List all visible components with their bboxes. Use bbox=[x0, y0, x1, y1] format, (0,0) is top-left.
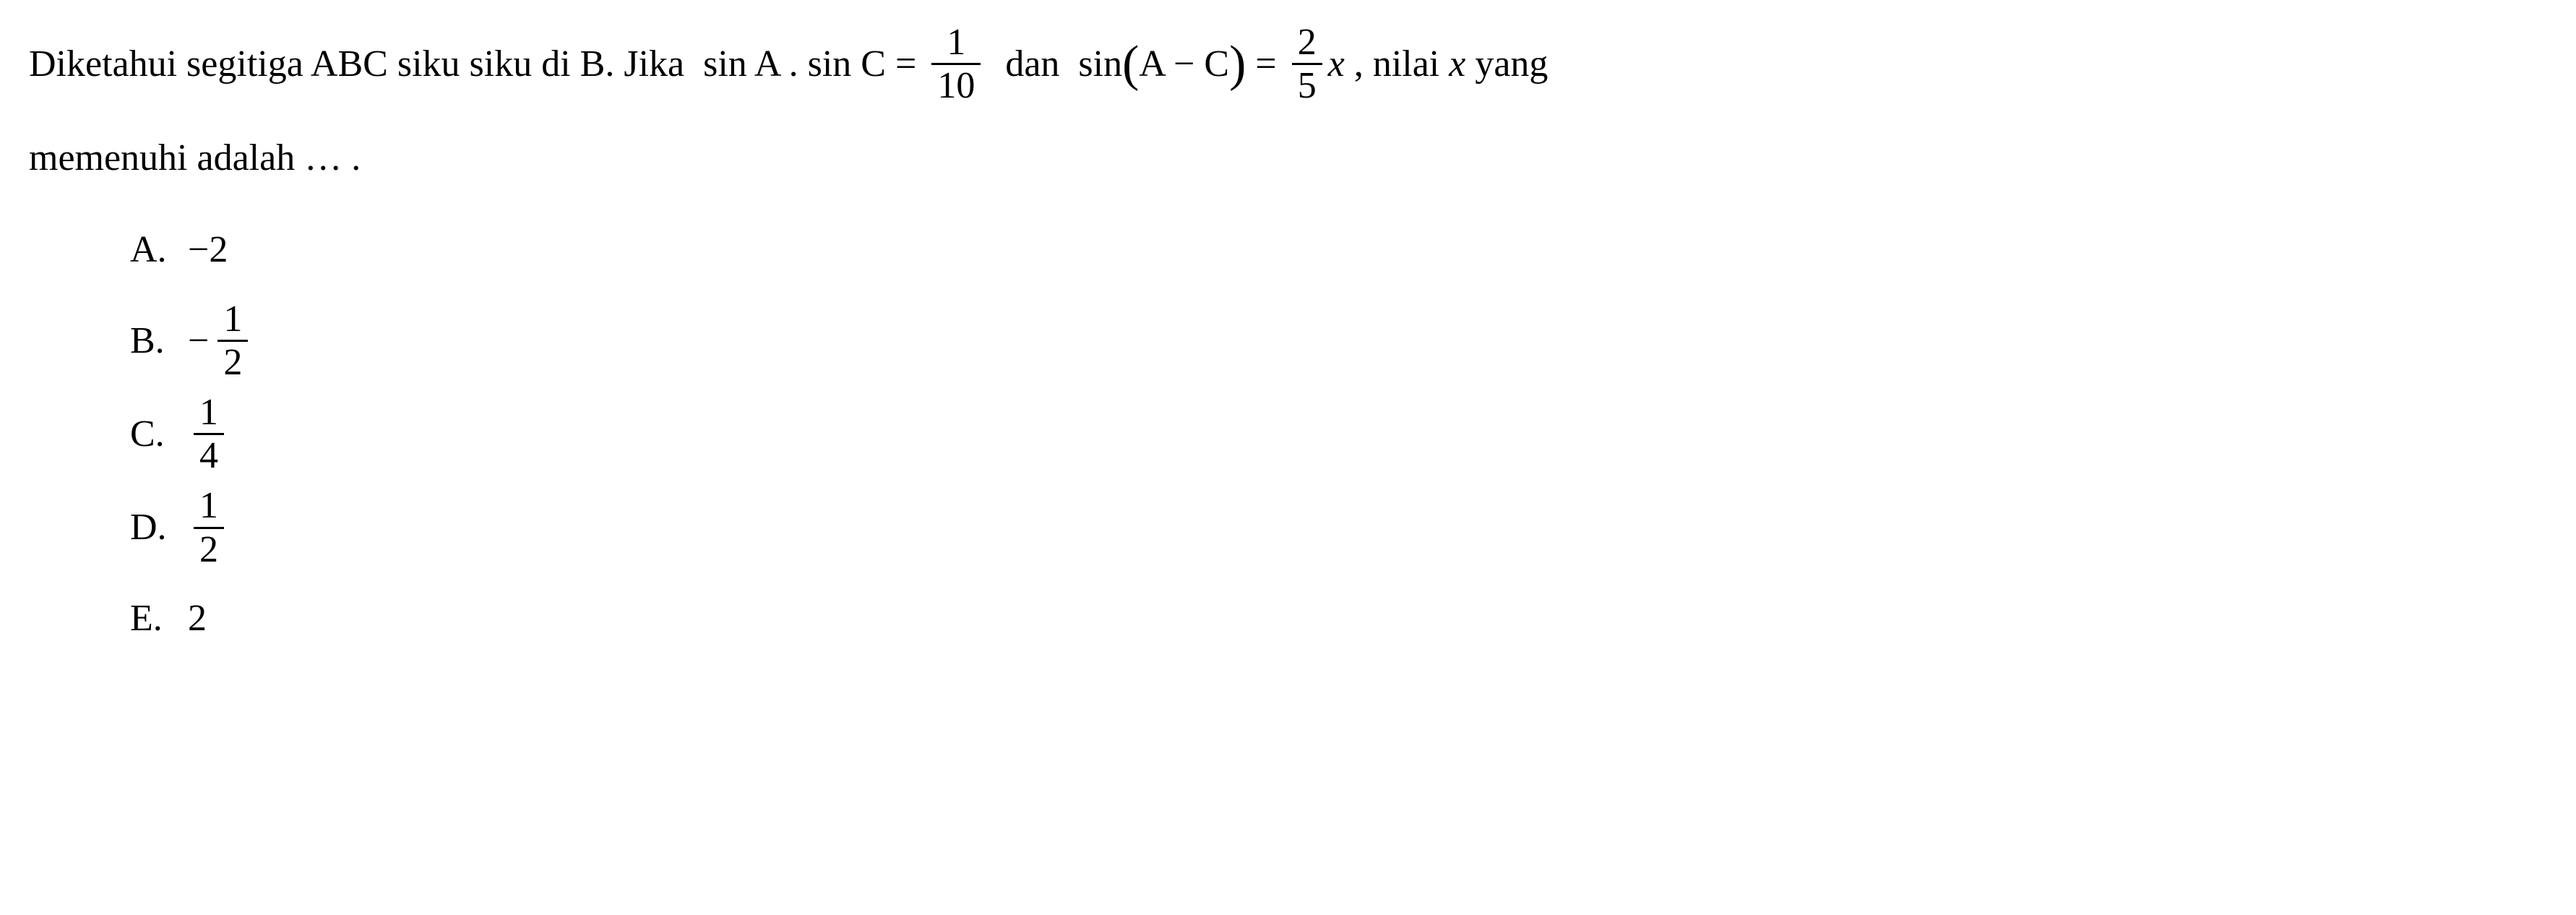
fraction-1: 1 10 bbox=[931, 22, 981, 106]
option-e-value: 2 bbox=[188, 588, 207, 648]
option-b-fraction: 1 2 bbox=[217, 298, 248, 383]
option-d-den: 2 bbox=[194, 527, 224, 570]
option-d-value: 1 2 bbox=[188, 485, 230, 570]
option-e: E. 2 bbox=[130, 579, 2547, 658]
option-c-den: 4 bbox=[194, 433, 224, 476]
equals-1: = bbox=[886, 34, 926, 94]
option-c: C. 1 4 bbox=[130, 392, 2547, 476]
stem-part2: dan sin bbox=[986, 34, 1122, 94]
stem-part1: Diketahui segitiga ABC siku siku di B. J… bbox=[29, 34, 886, 94]
option-d: D. 1 2 bbox=[130, 485, 2547, 570]
option-b-den: 2 bbox=[217, 340, 248, 383]
option-d-num: 1 bbox=[194, 485, 224, 526]
option-a: A. −2 bbox=[130, 210, 2547, 290]
question-stem-line1: Diketahui segitiga ABC siku siku di B. J… bbox=[29, 22, 2547, 106]
option-c-letter: C. bbox=[130, 404, 188, 464]
option-a-value: −2 bbox=[188, 220, 228, 280]
frac1-den: 10 bbox=[931, 63, 981, 106]
equals-2: = bbox=[1246, 34, 1285, 94]
option-b-num: 1 bbox=[217, 298, 248, 340]
question-stem-line2: memenuhi adalah … . bbox=[29, 128, 2547, 188]
option-c-value: 1 4 bbox=[188, 392, 230, 476]
stem-part4: yang bbox=[1465, 34, 1548, 94]
x-var: x bbox=[1328, 34, 1345, 94]
options-list: A. −2 B. − 1 2 C. 1 4 D. 1 2 bbox=[130, 210, 2547, 658]
paren-close: ) bbox=[1229, 24, 1246, 105]
option-c-num: 1 bbox=[194, 392, 224, 433]
x-var-2: x bbox=[1449, 34, 1465, 94]
frac2-den: 5 bbox=[1292, 63, 1322, 106]
stem-part3: , nilai bbox=[1345, 34, 1449, 94]
option-b-value: − 1 2 bbox=[188, 298, 254, 383]
a-minus-c: A − C bbox=[1139, 34, 1229, 94]
frac2-num: 2 bbox=[1292, 22, 1322, 63]
option-e-letter: E. bbox=[130, 588, 188, 648]
option-b: B. − 1 2 bbox=[130, 298, 2547, 383]
frac1-num: 1 bbox=[941, 22, 971, 63]
option-b-neg: − bbox=[188, 311, 209, 371]
fraction-2: 2 5 bbox=[1292, 22, 1322, 106]
paren-open: ( bbox=[1122, 24, 1139, 105]
option-a-letter: A. bbox=[130, 220, 188, 280]
option-d-letter: D. bbox=[130, 497, 188, 557]
option-c-fraction: 1 4 bbox=[194, 392, 224, 476]
option-d-fraction: 1 2 bbox=[194, 485, 224, 570]
option-b-letter: B. bbox=[130, 311, 188, 371]
